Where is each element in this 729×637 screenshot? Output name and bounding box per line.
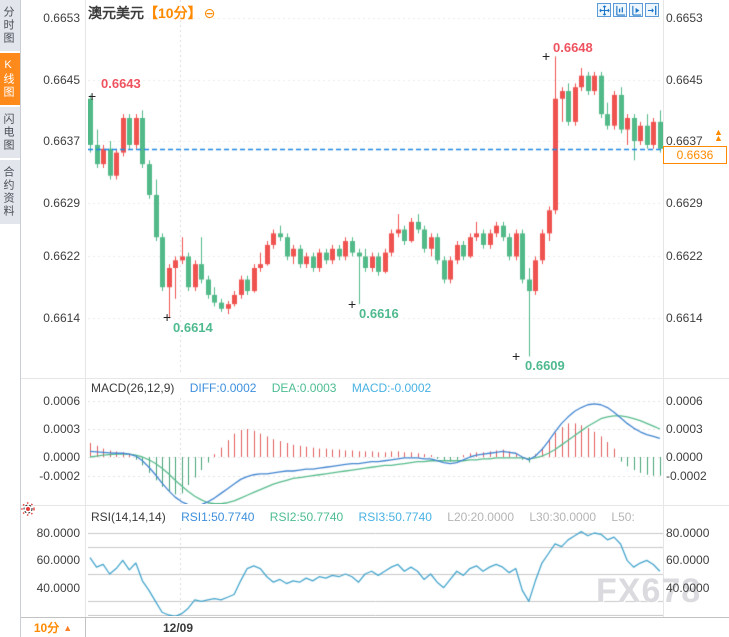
macd-name: MACD(26,12,9) bbox=[91, 381, 175, 395]
macd-tick: 0.0006 bbox=[666, 394, 703, 408]
rsi-indicator-chart[interactable] bbox=[88, 528, 663, 616]
rsi-header: RSI(14,14,14) RSI1:50.7740 RSI2:50.7740 … bbox=[91, 510, 635, 524]
bottom-time-axis: 10分 ▲ 12/09 bbox=[21, 617, 729, 637]
rsi-name: RSI(14,14,14) bbox=[91, 510, 166, 524]
extreme-cross-mark: + bbox=[88, 88, 97, 104]
price-annotation-session-high: 0.6648 bbox=[553, 40, 593, 55]
rsi-tick: 40.0000 bbox=[36, 581, 80, 595]
sidebar: 分时图 K线图 闪电图 合约资料 bbox=[0, 0, 21, 637]
extreme-cross-mark: + bbox=[512, 348, 521, 364]
period-label: 10分 bbox=[33, 621, 60, 635]
period-up-arrow-icon: ▲ bbox=[63, 622, 73, 633]
macd-panel-divider bbox=[21, 378, 729, 379]
macd-tick: 0.0003 bbox=[43, 422, 80, 436]
date-axis-label: 12/09 bbox=[163, 621, 194, 635]
price-tick: 0.6614 bbox=[43, 311, 80, 325]
move-icon[interactable] bbox=[597, 3, 611, 17]
rsi-l50-value: L50: bbox=[611, 510, 635, 524]
rsi-l30-value: L30:30.0000 bbox=[529, 510, 597, 524]
price-tick: 0.6637 bbox=[43, 134, 80, 148]
price-tick: 0.6629 bbox=[666, 196, 703, 210]
right-axis-divider bbox=[663, 0, 664, 617]
macd-tick: 0.0000 bbox=[43, 450, 80, 464]
macd-header: MACD(26,12,9) DIFF:0.0002 DEA:0.0003 MAC… bbox=[91, 381, 431, 395]
left-axis-divider bbox=[85, 0, 86, 617]
sidebar-tab-kline-chart[interactable]: K线图 bbox=[0, 53, 20, 105]
extreme-cross-mark: + bbox=[348, 296, 357, 312]
macd-indicator-chart[interactable] bbox=[88, 398, 663, 504]
rsi-panel-divider bbox=[21, 505, 729, 506]
collapse-indicator-icon[interactable]: ⊖ bbox=[203, 5, 216, 21]
macd-tick: 0.0003 bbox=[666, 422, 703, 436]
rsi-tick: 80.0000 bbox=[36, 526, 80, 540]
rsi1-value: RSI1:50.7740 bbox=[181, 510, 255, 524]
sidebar-tab-lightning-chart[interactable]: 闪电图 bbox=[0, 107, 20, 158]
rsi2-value: RSI2:50.7740 bbox=[269, 510, 344, 524]
price-tick: 0.6629 bbox=[43, 196, 80, 210]
macd-hist-value: MACD:-0.0002 bbox=[351, 381, 432, 395]
price-tick: 0.6653 bbox=[43, 11, 80, 25]
chart-toolbar bbox=[597, 3, 659, 17]
price-tick: 0.6622 bbox=[666, 249, 703, 263]
rsi-l20-value: L20:20.0000 bbox=[447, 510, 514, 524]
chart-scale-icon[interactable] bbox=[613, 3, 627, 17]
price-annotation-local-low: 0.6614 bbox=[173, 320, 213, 335]
macd-tick: 0.0000 bbox=[666, 450, 703, 464]
sidebar-tab-time-chart[interactable]: 分时图 bbox=[0, 0, 20, 51]
macd-tick: 0.0006 bbox=[43, 394, 80, 408]
price-tick: 0.6614 bbox=[666, 311, 703, 325]
watermark: FX678 bbox=[596, 572, 702, 610]
period-selector[interactable]: 10分 ▲ bbox=[21, 618, 86, 637]
price-tick: 0.6645 bbox=[666, 73, 703, 87]
interval-label: 【10分】 bbox=[144, 5, 202, 21]
alert-blink-icon bbox=[21, 502, 35, 516]
macd-dea-value: DEA:0.0003 bbox=[271, 381, 337, 395]
price-tick: 0.6653 bbox=[666, 11, 703, 25]
scroll-to-latest-icon[interactable]: ▲ ▲ bbox=[714, 127, 723, 143]
price-tick: 0.6637 bbox=[666, 134, 703, 148]
price-annotation-session-high: 0.6643 bbox=[101, 76, 141, 91]
sidebar-tab-contract-info[interactable]: 合约资料 bbox=[0, 160, 20, 224]
rsi-tick: 40.0000 bbox=[666, 581, 710, 595]
macd-tick: -0.0002 bbox=[39, 469, 80, 483]
symbol-name: 澳元美元 bbox=[88, 5, 144, 21]
price-tick: 0.6645 bbox=[43, 73, 80, 87]
macd-diff-value: DIFF:0.0002 bbox=[189, 381, 257, 395]
rsi3-value: RSI3:50.7740 bbox=[358, 510, 432, 524]
price-annotation-local-low: 0.6616 bbox=[359, 306, 399, 321]
extreme-cross-mark: + bbox=[163, 309, 172, 325]
rsi-tick: 80.0000 bbox=[666, 526, 710, 540]
main-candlestick-chart[interactable] bbox=[88, 0, 663, 375]
macd-tick: -0.0002 bbox=[666, 469, 707, 483]
rsi-tick: 60.0000 bbox=[36, 553, 80, 567]
exit-icon[interactable] bbox=[645, 3, 659, 17]
price-annotation-session-low: 0.6609 bbox=[525, 358, 565, 373]
rsi-tick: 60.0000 bbox=[666, 553, 710, 567]
extreme-cross-mark: + bbox=[542, 48, 551, 64]
chart-title: 澳元美元【10分】 ⊖ bbox=[88, 3, 215, 23]
current-price-badge: 0.6636 bbox=[663, 146, 727, 164]
price-tick: 0.6622 bbox=[43, 249, 80, 263]
chart-play-icon[interactable] bbox=[629, 3, 643, 17]
